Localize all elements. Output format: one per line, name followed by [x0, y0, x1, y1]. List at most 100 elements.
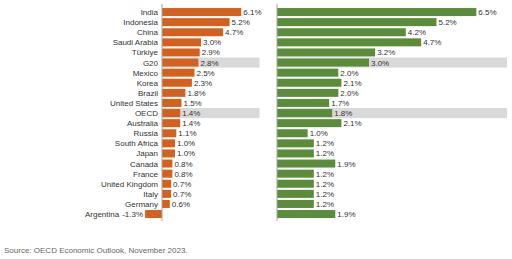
data-label: 2.5% — [197, 69, 215, 78]
source: Source: OECD Economic Outlook, November … — [4, 246, 188, 255]
data-label: 4.7% — [423, 38, 441, 47]
bar — [162, 180, 171, 188]
data-label: 0.6% — [172, 200, 190, 209]
data-label: 2.0% — [340, 89, 358, 98]
category-label: Korea — [137, 79, 159, 88]
category-label: Japan — [136, 149, 158, 158]
bar — [162, 18, 230, 26]
bars — [145, 8, 241, 218]
data-label: 2.8% — [200, 59, 218, 68]
highlight-band — [162, 58, 260, 68]
bar — [162, 170, 172, 178]
data-label: 1.2% — [316, 170, 334, 179]
bar — [162, 129, 176, 137]
bar — [277, 28, 406, 36]
data-label: 5.2% — [232, 18, 250, 27]
data-label: 1.5% — [184, 99, 202, 108]
category-label: Germany — [125, 200, 158, 209]
data-label: 3.0% — [371, 59, 389, 68]
bar — [162, 200, 170, 208]
bar — [277, 170, 314, 178]
data-label: 3.2% — [377, 48, 395, 57]
bar — [162, 149, 175, 157]
bar — [162, 119, 180, 127]
data-label: 0.8% — [174, 170, 192, 179]
category-label: Italy — [143, 190, 158, 199]
data-label: 1.2% — [316, 139, 334, 148]
bar — [277, 48, 375, 56]
category-label: Australia — [127, 119, 159, 128]
data-label: 2.9% — [202, 48, 220, 57]
data-label: 2.3% — [194, 79, 212, 88]
data-label: 1.4% — [182, 119, 200, 128]
data-label: 2.1% — [343, 119, 361, 128]
data-label: 1.0% — [310, 129, 328, 138]
category-label: Türkiye — [132, 48, 159, 57]
bar — [277, 210, 335, 218]
data-label: 2.1% — [343, 79, 361, 88]
highlight-band — [277, 108, 507, 118]
data-label: 3.0% — [203, 38, 221, 47]
data-label: 1.2% — [316, 149, 334, 158]
data-label: 4.2% — [408, 28, 426, 37]
category-label: United Kingdom — [101, 180, 158, 189]
bar — [277, 149, 314, 157]
data-label: -1.3% — [122, 210, 143, 219]
bar — [162, 160, 172, 168]
bar — [277, 129, 308, 137]
category-label: Saudi Arabia — [113, 38, 159, 47]
category-label: United States — [110, 99, 158, 108]
bar — [277, 109, 332, 117]
category-label: France — [133, 170, 158, 179]
bar — [145, 210, 162, 218]
data-label: 1.8% — [187, 89, 205, 98]
data-label: 1.7% — [331, 99, 349, 108]
bar — [162, 79, 192, 87]
chart: 6.1%5.2%4.7%3.0%2.9%2.8%2.5%2.3%1.8%1.5%… — [0, 0, 512, 259]
data-label: 1.2% — [316, 200, 334, 209]
data-label: 0.8% — [174, 160, 192, 169]
data-label: 1.8% — [334, 109, 352, 118]
bar — [277, 69, 338, 77]
bar — [162, 99, 182, 107]
bars — [277, 8, 476, 218]
bar — [277, 59, 369, 67]
data-label: 0.7% — [173, 180, 191, 189]
data-label: 6.1% — [243, 8, 261, 17]
category-label: G20 — [143, 59, 159, 68]
category-label: Argentina — [85, 210, 120, 219]
bar — [277, 89, 338, 97]
bar — [162, 28, 223, 36]
data-label: 4.7% — [225, 28, 243, 37]
bar — [162, 190, 171, 198]
bar — [277, 200, 314, 208]
category-label: OECD — [135, 109, 158, 118]
data-label: 1.2% — [316, 180, 334, 189]
bar — [162, 69, 195, 77]
data-label: 1.0% — [177, 149, 195, 158]
bar — [277, 139, 314, 147]
bar — [162, 139, 175, 147]
category-label: Russia — [134, 129, 159, 138]
bar — [162, 109, 180, 117]
bar — [162, 59, 198, 67]
data-label: 1.4% — [182, 109, 200, 118]
zero-line — [277, 4, 278, 221]
bar — [162, 8, 241, 16]
bar — [162, 38, 201, 46]
bar — [277, 160, 335, 168]
data-label: 2.0% — [340, 69, 358, 78]
data-label: 1.9% — [337, 210, 355, 219]
category-label: South Africa — [115, 139, 159, 148]
data-label: 1.1% — [178, 129, 196, 138]
bar — [277, 190, 314, 198]
data-label: 5.2% — [438, 18, 456, 27]
bar — [277, 99, 329, 107]
category-label: Indonesia — [123, 18, 158, 27]
category-label: Canada — [130, 160, 159, 169]
data-label: 1.9% — [337, 160, 355, 169]
bar — [277, 18, 436, 26]
category-label: Mexico — [133, 69, 159, 78]
data-label: 6.5% — [478, 8, 496, 17]
bar — [162, 89, 185, 97]
